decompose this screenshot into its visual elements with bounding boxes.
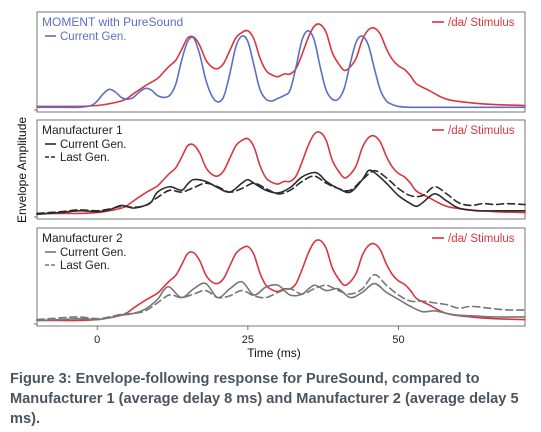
legend-label: Last Gen.: [60, 152, 110, 164]
x-ticks: 0 25 50: [94, 326, 405, 346]
panel-frame: [36, 11, 526, 113]
envelope-chart: Envelope Amplitude Time (ms) MOMENT with…: [15, 11, 526, 360]
legend-label: Current Gen.: [60, 139, 126, 151]
x-tick-label: 50: [392, 334, 404, 346]
series-line: [36, 23, 526, 108]
panel-title: Manufacturer 2: [42, 231, 123, 245]
panel-title: MOMENT with PureSound: [42, 15, 183, 29]
panel-3: Manufacturer 2 Current Gen.Last Gen. /da/ …: [34, 227, 526, 327]
x-tick-label: 0: [94, 334, 100, 346]
series-line: [36, 280, 526, 322]
series-line: [36, 169, 526, 215]
legend-label: Current Gen.: [60, 247, 126, 259]
legend-label: /da/ Stimulus: [448, 17, 515, 29]
panel-frame: [36, 119, 526, 220]
panels-layer: MOMENT with PureSound Current Gen. /da/ St…: [34, 11, 526, 327]
legend-label: Current Gen.: [60, 31, 126, 43]
series-line: [36, 30, 526, 109]
panel-1: MOMENT with PureSound Current Gen. /da/ St…: [34, 11, 526, 113]
series-line: [36, 239, 526, 322]
series-line: [36, 273, 526, 321]
legend-label: /da/ Stimulus: [448, 125, 515, 137]
x-tick-label: 25: [242, 334, 254, 346]
legend-label: Last Gen.: [60, 260, 110, 272]
x-axis-title: Time (ms): [247, 346, 301, 360]
series-line: [36, 131, 526, 215]
panel-frame: [36, 227, 526, 327]
y-axis-title: Envelope Amplitude: [15, 117, 29, 223]
legend-label: /da/ Stimulus: [448, 233, 515, 245]
figure-caption: Figure 3: Envelope-following response fo…: [10, 371, 519, 427]
panel-2: Manufacturer 1 Current Gen.Last Gen. /da/ …: [34, 119, 526, 220]
panel-title: Manufacturer 1: [42, 123, 123, 137]
